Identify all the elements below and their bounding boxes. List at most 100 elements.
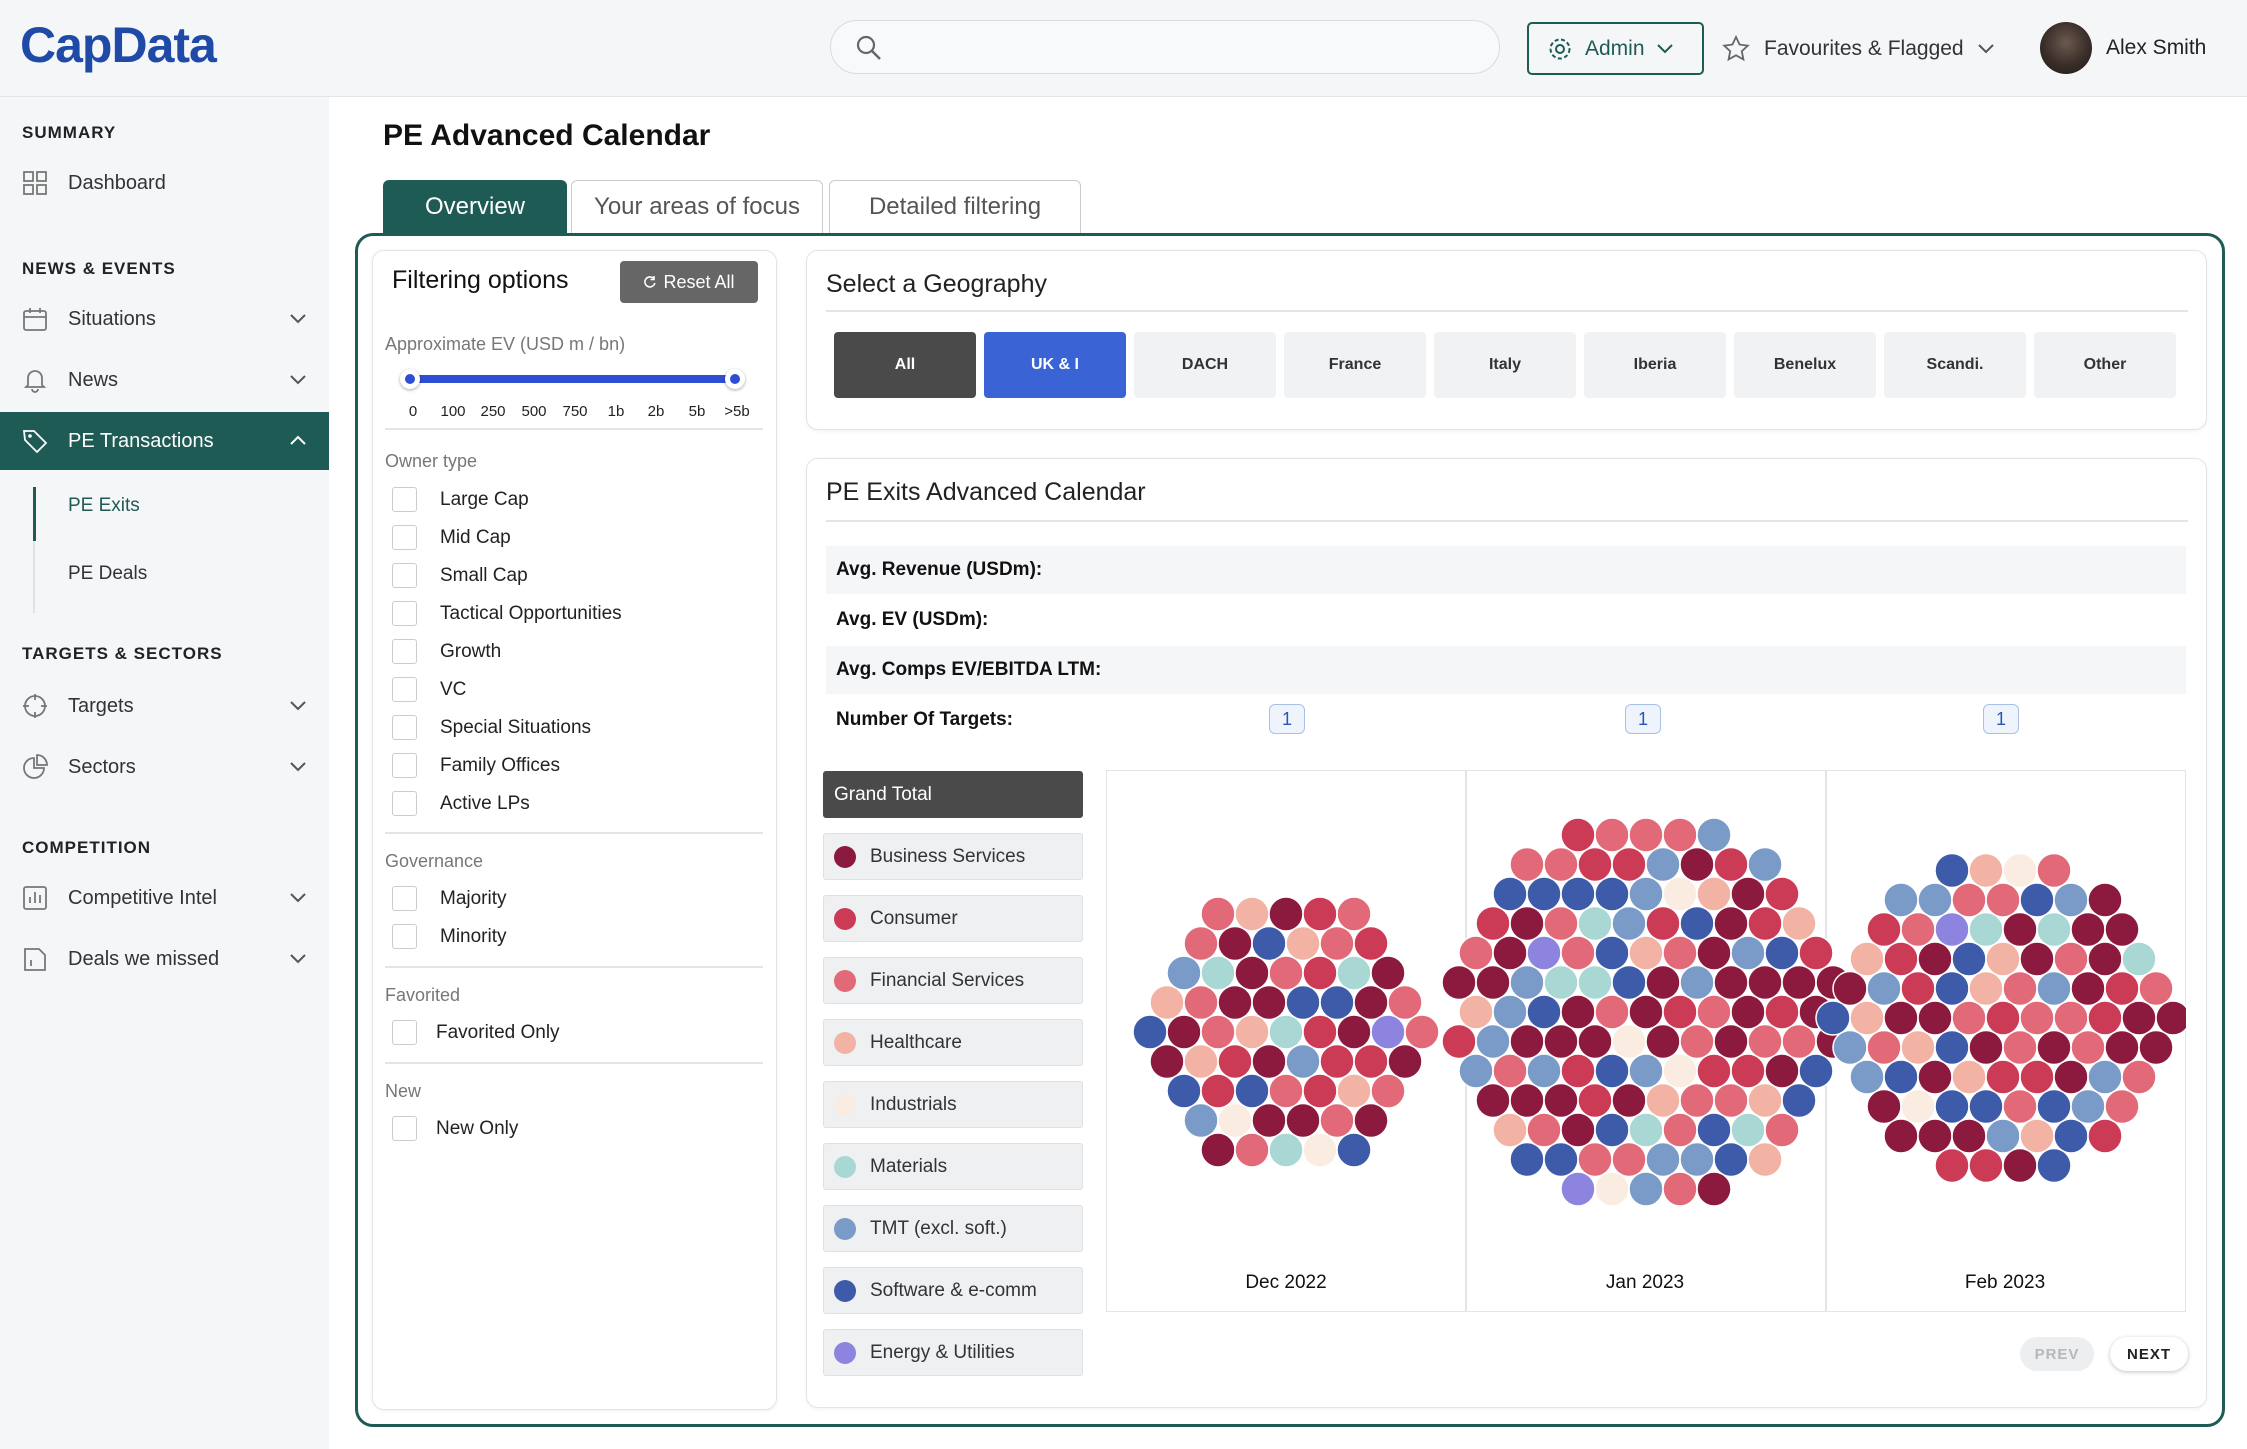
bubble[interactable] xyxy=(1183,984,1219,1021)
bubble[interactable] xyxy=(1509,846,1545,883)
admin-button[interactable]: Admin xyxy=(1527,22,1704,75)
bubble[interactable] xyxy=(1798,935,1834,971)
bubble[interactable] xyxy=(1526,1053,1562,1089)
bubble[interactable] xyxy=(1526,876,1562,912)
bubble[interactable] xyxy=(1917,941,1953,977)
bubble[interactable] xyxy=(1441,1023,1477,1060)
bubble[interactable] xyxy=(1883,882,1919,918)
bubble[interactable] xyxy=(1611,1023,1647,1060)
bubble[interactable] xyxy=(1985,1118,2021,1154)
bubble[interactable] xyxy=(1234,1132,1270,1168)
bubble[interactable] xyxy=(1560,935,1596,971)
bubble[interactable] xyxy=(1917,1000,1953,1036)
bubble[interactable] xyxy=(1183,1102,1219,1139)
bubble[interactable] xyxy=(1577,1023,1613,1060)
legend-item[interactable]: Energy & Utilities xyxy=(823,1329,1083,1376)
bubble[interactable] xyxy=(1543,1141,1579,1178)
next-button[interactable]: NEXT xyxy=(2110,1337,2188,1371)
bubble[interactable] xyxy=(1747,846,1783,883)
bubble[interactable] xyxy=(2070,911,2106,948)
bubble[interactable] xyxy=(1577,846,1613,883)
bubble[interactable] xyxy=(1577,964,1613,1001)
bubble[interactable] xyxy=(2104,911,2140,948)
bubble[interactable] xyxy=(1611,1141,1647,1178)
bubble[interactable] xyxy=(2155,1000,2186,1036)
bubble[interactable] xyxy=(1985,941,2021,977)
bubble[interactable] xyxy=(1934,852,1970,889)
targets-badge-dec[interactable]: 1 xyxy=(1269,704,1305,734)
logo[interactable]: CapData xyxy=(20,17,217,73)
bubble[interactable] xyxy=(1985,1000,2021,1036)
bubble[interactable] xyxy=(1319,925,1355,962)
bubble[interactable] xyxy=(1492,935,1528,971)
bubble[interactable] xyxy=(1492,876,1528,912)
legend-item[interactable]: Software & e-comm xyxy=(823,1267,1083,1314)
bubble[interactable] xyxy=(1900,1029,1936,1066)
bubble[interactable] xyxy=(2002,1029,2038,1066)
bubble[interactable] xyxy=(1730,994,1766,1030)
bubble[interactable] xyxy=(2070,970,2106,1007)
bubble[interactable] xyxy=(1645,1141,1681,1178)
bubble[interactable] xyxy=(2036,1088,2072,1125)
bubble[interactable] xyxy=(1509,964,1545,1001)
bubble[interactable] xyxy=(1543,905,1579,942)
new-only-checkbox[interactable] xyxy=(392,1116,417,1141)
bubble[interactable] xyxy=(1849,1059,1885,1095)
bubble[interactable] xyxy=(1404,1014,1440,1050)
bubble[interactable] xyxy=(1679,905,1715,942)
bubble[interactable] xyxy=(1968,970,2004,1007)
bubble[interactable] xyxy=(1713,1141,1749,1178)
owner-type-checkbox[interactable] xyxy=(392,791,417,816)
geo-option-scandi[interactable]: Scandi. xyxy=(1884,332,2026,398)
bubble[interactable] xyxy=(1968,911,2004,948)
bubble[interactable] xyxy=(1611,905,1647,942)
bubble[interactable] xyxy=(1747,1082,1783,1119)
legend-item[interactable]: Consumer xyxy=(823,895,1083,942)
bubble[interactable] xyxy=(1200,955,1236,991)
legend-item[interactable]: Healthcare xyxy=(823,1019,1083,1066)
bubble[interactable] xyxy=(1370,955,1406,991)
bubble[interactable] xyxy=(1985,1059,2021,1095)
bubble[interactable] xyxy=(2121,1059,2157,1095)
owner-type-checkbox[interactable] xyxy=(392,563,417,588)
bubble[interactable] xyxy=(1696,935,1732,971)
bubble[interactable] xyxy=(1679,846,1715,883)
bubble[interactable] xyxy=(1730,1053,1766,1089)
bubble[interactable] xyxy=(1336,1132,1372,1168)
sidebar-subitem-pe-deals[interactable]: PE Deals xyxy=(68,563,148,584)
bubble[interactable] xyxy=(1645,1023,1681,1060)
bubble[interactable] xyxy=(1577,1141,1613,1178)
bubble[interactable] xyxy=(1611,964,1647,1001)
bubble[interactable] xyxy=(2053,1000,2089,1036)
bubble[interactable] xyxy=(1319,1043,1355,1080)
legend-item[interactable]: Business Services xyxy=(823,833,1083,880)
sidebar-item-competitive-intel[interactable]: Competitive Intel xyxy=(0,869,329,927)
bubble[interactable] xyxy=(1285,925,1321,962)
bubble[interactable] xyxy=(1747,905,1783,942)
bubble[interactable] xyxy=(1968,1029,2004,1066)
bubble[interactable] xyxy=(2036,852,2072,889)
bubble[interactable] xyxy=(1149,984,1185,1021)
bubble[interactable] xyxy=(1883,1059,1919,1095)
bubble[interactable] xyxy=(1679,1082,1715,1119)
bubble[interactable] xyxy=(1951,882,1987,918)
bubble[interactable] xyxy=(2036,970,2072,1007)
legend-item[interactable]: Industrials xyxy=(823,1081,1083,1128)
bubble[interactable] xyxy=(1336,955,1372,991)
bubble[interactable] xyxy=(1594,1053,1630,1089)
bubble[interactable] xyxy=(1798,1053,1834,1089)
bubble[interactable] xyxy=(1764,1112,1800,1148)
tab-detailed-filtering[interactable]: Detailed filtering xyxy=(829,180,1081,233)
bubble[interactable] xyxy=(1781,905,1817,942)
bubble[interactable] xyxy=(1458,935,1494,971)
bubble[interactable] xyxy=(1611,846,1647,883)
bubble[interactable] xyxy=(1645,1082,1681,1119)
bubble[interactable] xyxy=(1577,905,1613,942)
bubble[interactable] xyxy=(1611,1082,1647,1119)
bubble[interactable] xyxy=(1883,1118,1919,1154)
bubble[interactable] xyxy=(1217,925,1253,962)
bubble[interactable] xyxy=(1543,846,1579,883)
bubble[interactable] xyxy=(1679,1023,1715,1060)
bubble[interactable] xyxy=(1645,905,1681,942)
bubble[interactable] xyxy=(1628,1171,1664,1207)
